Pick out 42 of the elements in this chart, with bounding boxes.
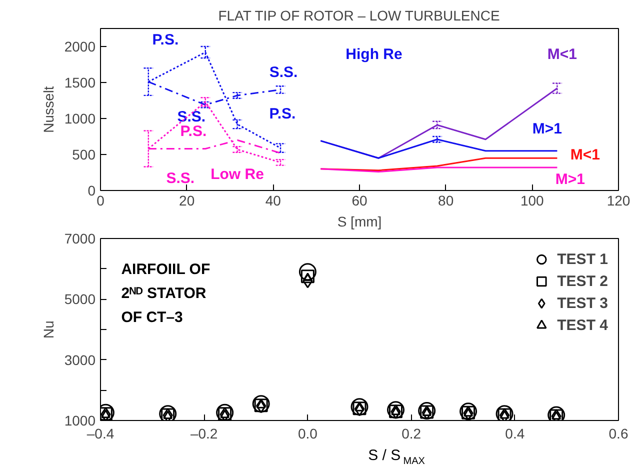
x-tick-label: 120 — [606, 192, 630, 208]
y-tick-label: 3000 — [64, 352, 96, 368]
series-label: M>1 — [555, 170, 586, 188]
x-tick-label: 0.6 — [608, 426, 628, 442]
y-tick-label: 1500 — [64, 74, 96, 90]
x-tick-label: –0.2 — [190, 426, 218, 442]
y-tick-label: 5000 — [64, 291, 96, 308]
series-label: P.S. — [180, 123, 207, 140]
x-tick-label: 80 — [438, 192, 454, 208]
y-tick-label: 0 — [88, 182, 96, 198]
x-tick-label: 20 — [179, 192, 195, 208]
y-tick-label: 1000 — [64, 412, 96, 428]
series-label: M>1 — [532, 120, 562, 138]
y-tick-label: 500 — [72, 146, 96, 162]
y-tick-label: 1000 — [64, 110, 96, 126]
y-axis-title: Nu — [40, 320, 56, 338]
x-axis-title: S [mm] — [337, 214, 382, 230]
y-axis-title: Nusselt — [40, 86, 56, 133]
legend-label: TEST 4 — [557, 316, 608, 334]
series-label: P.S. — [152, 31, 179, 48]
legend-label: TEST 3 — [557, 294, 608, 312]
series-label: S.S. — [177, 108, 206, 126]
x-tick-label: –0.4 — [86, 426, 114, 442]
chart-title: FLAT TIP OF ROTOR – LOW TURBULENCE — [218, 8, 500, 24]
x-tick-label: 0.0 — [298, 426, 318, 442]
series-label: S.S. — [166, 170, 195, 188]
y-tick-label: 7000 — [64, 230, 96, 246]
text: P.S. — [269, 106, 296, 123]
x-tick-label: 60 — [352, 192, 368, 208]
x-tick-label: 40 — [265, 192, 282, 208]
annotation: Low Re — [210, 166, 264, 183]
series-label: M<1 — [570, 146, 600, 164]
text: S.S. — [269, 64, 298, 82]
annotation: AIRFOIIL OF 2ᴺᴰ STATOR OF CT–3 — [121, 260, 210, 326]
x-tick-label: 0.2 — [402, 426, 422, 442]
legend-label: TEST 2 — [557, 272, 608, 290]
x-tick-label: 0.4 — [505, 426, 525, 442]
legend-label: TEST 1 — [557, 250, 608, 268]
y-tick-label: 2000 — [64, 38, 96, 54]
annotation: High Re — [346, 46, 402, 63]
x-tick-label: 100 — [520, 192, 544, 208]
series-label: M<1 — [547, 46, 578, 63]
